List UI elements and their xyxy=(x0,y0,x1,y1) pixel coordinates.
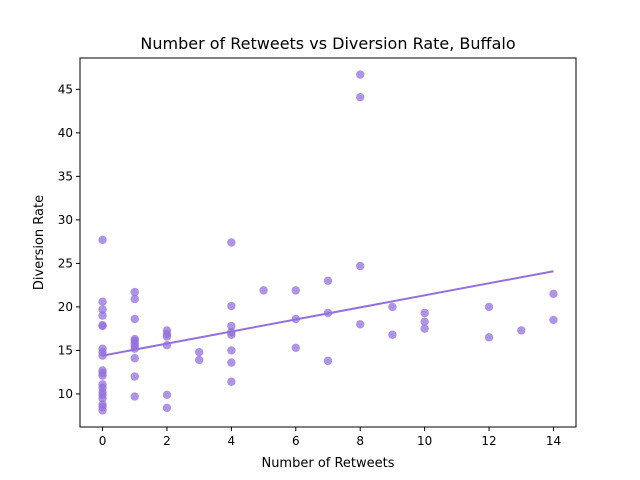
data-point-58 xyxy=(388,302,397,312)
data-point-22 xyxy=(130,314,139,324)
data-point-59 xyxy=(388,330,397,339)
x-tick-label-14: 14 xyxy=(546,434,561,448)
data-point-30 xyxy=(130,392,139,401)
data-point-33 xyxy=(162,332,172,341)
data-point-63 xyxy=(484,302,494,312)
data-point-44 xyxy=(227,346,236,355)
data-point-50 xyxy=(291,343,300,352)
trend-line-layer xyxy=(102,270,554,357)
data-point-60 xyxy=(420,308,429,318)
data-point-28 xyxy=(130,354,139,363)
data-point-41 xyxy=(227,321,236,331)
data-point-3 xyxy=(98,311,107,320)
data-point-53 xyxy=(323,356,333,366)
data-point-40 xyxy=(227,301,236,311)
data-point-67 xyxy=(549,315,558,325)
data-point-56 xyxy=(356,261,365,271)
y-axis-label: Diversion Rate xyxy=(32,195,47,290)
data-point-62 xyxy=(420,324,429,333)
x-tick-label-2: 2 xyxy=(163,434,171,448)
data-point-37 xyxy=(194,347,204,357)
x-tick-label-10: 10 xyxy=(417,434,432,448)
y-axis: 10 15 20 25 30 35 40 45 xyxy=(58,82,80,401)
data-point-5 xyxy=(98,321,107,331)
data-point-64 xyxy=(484,333,494,342)
x-tick-label-12: 12 xyxy=(481,434,496,448)
data-point-48 xyxy=(291,286,300,295)
y-tick-label-35: 35 xyxy=(58,169,73,183)
y-tick-label-30: 30 xyxy=(58,213,73,227)
y-tick-label-25: 25 xyxy=(58,256,73,270)
y-tick-label-15: 15 xyxy=(58,343,73,357)
y-tick-label-45: 45 xyxy=(58,82,73,96)
y-tick-label-40: 40 xyxy=(58,126,73,140)
trend-line xyxy=(102,270,554,357)
x-tick-label-0: 0 xyxy=(99,434,107,448)
x-tick-label-6: 6 xyxy=(292,434,300,448)
data-point-54 xyxy=(356,70,365,79)
data-point-1 xyxy=(98,297,107,306)
data-point-11 xyxy=(98,371,107,380)
data-point-38 xyxy=(194,355,204,365)
x-tick-label-4: 4 xyxy=(228,434,236,448)
data-point-46 xyxy=(227,377,236,386)
y-tick-label-20: 20 xyxy=(58,300,73,314)
x-tick-label-8: 8 xyxy=(356,434,364,448)
data-point-57 xyxy=(356,320,365,329)
data-point-2 xyxy=(98,305,107,314)
data-point-65 xyxy=(517,326,526,335)
data-point-35 xyxy=(162,390,172,399)
data-point-0 xyxy=(98,235,107,245)
plot-frame xyxy=(79,57,577,428)
data-point-19 xyxy=(98,406,107,415)
data-point-16 xyxy=(98,394,107,403)
data-point-66 xyxy=(549,289,558,299)
data-point-51 xyxy=(323,276,333,285)
data-point-55 xyxy=(356,92,365,102)
x-axis: 0 2 4 6 8 10 12 14 xyxy=(99,427,561,448)
data-point-36 xyxy=(162,403,172,413)
data-point-21 xyxy=(130,294,139,304)
data-point-29 xyxy=(130,372,139,381)
data-point-39 xyxy=(227,238,236,247)
data-point-61 xyxy=(420,317,429,326)
data-points xyxy=(98,70,558,415)
data-point-20 xyxy=(130,287,139,297)
data-point-47 xyxy=(259,286,268,295)
x-axis-label: Number of Retweets xyxy=(261,456,394,471)
chart-title: Number of Retweets vs Diversion Rate, Bu… xyxy=(140,34,515,53)
data-point-45 xyxy=(227,358,236,367)
y-tick-label-10: 10 xyxy=(58,387,73,401)
